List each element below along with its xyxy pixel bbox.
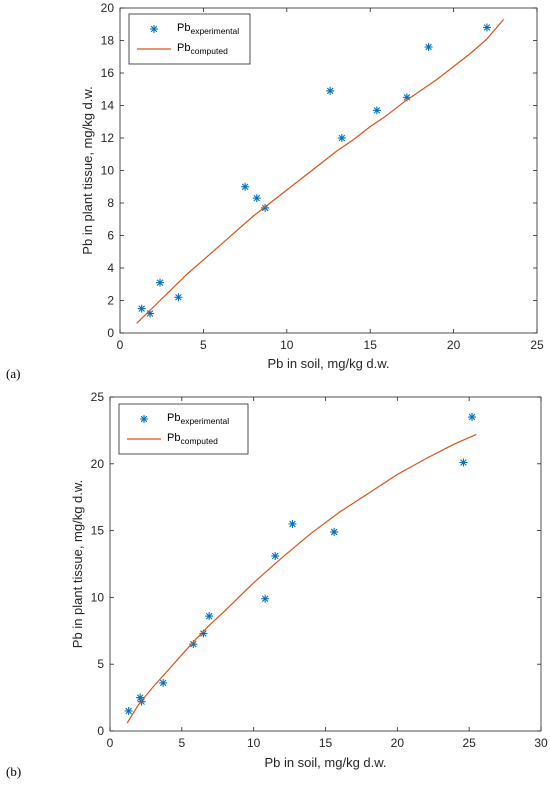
experimental-point: [468, 413, 477, 422]
experimental-point: [337, 134, 346, 142]
legend-entry-experimental: Pbexperimental: [177, 22, 239, 36]
legend-box: [118, 403, 249, 455]
y-tick-label: 8: [107, 196, 114, 210]
y-tick-label: 20: [101, 1, 115, 15]
experimental-point: [424, 43, 433, 51]
y-tick-label: 10: [101, 164, 115, 178]
experimental-point: [174, 293, 183, 302]
panel-label: (b): [6, 764, 21, 779]
x-axis-label: Pb in soil, mg/kg d.w.: [267, 356, 389, 371]
legend-entry-experimental: Pbexperimental: [167, 412, 229, 426]
x-tick-label: 5: [178, 736, 185, 750]
y-tick-label: 2: [107, 294, 114, 308]
y-axis-label: Pb in plant tissue, mg/kg d.w.: [80, 86, 95, 254]
y-tick-label: 0: [97, 724, 104, 738]
x-tick-label: 20: [391, 736, 405, 750]
chart-panel-b: 0 5 10 15 20 25 30 0 5 10 15 20 25 Pb in soil, mg/kg …: [70, 390, 548, 770]
x-tick-label: 10: [280, 338, 294, 352]
legend-sub-text: computed: [190, 46, 228, 56]
experimental-point: [241, 182, 250, 191]
legend-entry-computed: Pbcomputed: [167, 432, 218, 446]
experimental-point: [156, 278, 165, 287]
panel-label: (a): [6, 366, 20, 381]
y-axis-label: Pb in plant tissue, mg/kg d.w.: [70, 480, 85, 648]
x-tick-label: 15: [319, 736, 333, 750]
x-axis-label: Pb in soil, mg/kg d.w.: [264, 755, 386, 770]
experimental-point: [271, 551, 280, 560]
x-tick-label: 20: [447, 338, 461, 352]
experimental-point: [459, 458, 468, 467]
experimental-point: [372, 106, 381, 115]
computed-curve: [136, 19, 505, 324]
experimental-point: [205, 612, 214, 621]
x-tick-label: 0: [107, 736, 114, 750]
y-tick-label: 15: [91, 524, 105, 538]
x-tick-label: 10: [247, 736, 261, 750]
legend-sub-text: experimental: [190, 26, 239, 36]
legend-base-text: Pb: [177, 42, 190, 54]
x-tick-label: 30: [534, 736, 548, 750]
y-tick-label: 14: [101, 99, 115, 113]
y-tick-label: 16: [101, 66, 115, 80]
experimental-point: [261, 594, 270, 603]
legend-sub-text: experimental: [180, 416, 229, 426]
y-tick-label: 0: [107, 326, 114, 340]
x-tick-label: 5: [200, 338, 207, 352]
y-tick-label: 18: [101, 34, 115, 48]
y-tick-label: 4: [107, 261, 114, 275]
experimental-point: [159, 678, 168, 687]
legend-entry-computed: Pbcomputed: [177, 42, 228, 56]
experimental-point: [124, 706, 133, 715]
y-tick-label: 5: [97, 657, 104, 671]
experimental-point: [252, 194, 261, 203]
legend-sub-text: computed: [180, 436, 218, 446]
experimental-point: [137, 304, 146, 313]
legend-box: [128, 13, 251, 65]
x-tick-label: 15: [364, 338, 378, 352]
x-tick-label: 25: [530, 338, 544, 352]
x-tick-label: 25: [462, 736, 476, 750]
chart-panel-a: 0 5 10 15 20 25 0 2 4 6 8 10 12 14 16 18 20 Pb in soil, m…: [80, 1, 544, 371]
legend-base-text: Pb: [177, 22, 190, 34]
experimental-point: [330, 527, 339, 536]
legend-asterisk-marker: [140, 415, 148, 423]
experimental-point: [199, 629, 208, 638]
y-tick-label: 10: [91, 590, 105, 604]
x-tick-label: 0: [117, 338, 124, 352]
y-tick-label: 6: [107, 229, 114, 243]
experimental-point: [326, 86, 335, 95]
experimental-point: [482, 23, 491, 32]
y-tick-label: 25: [91, 390, 105, 404]
legend-asterisk-marker: [150, 25, 158, 33]
y-tick-label: 12: [101, 131, 115, 145]
experimental-point: [288, 519, 297, 528]
legend-base-text: Pb: [167, 432, 180, 444]
computed-curve: [126, 433, 477, 724]
y-tick-label: 20: [91, 457, 105, 471]
legend-base-text: Pb: [167, 412, 180, 424]
